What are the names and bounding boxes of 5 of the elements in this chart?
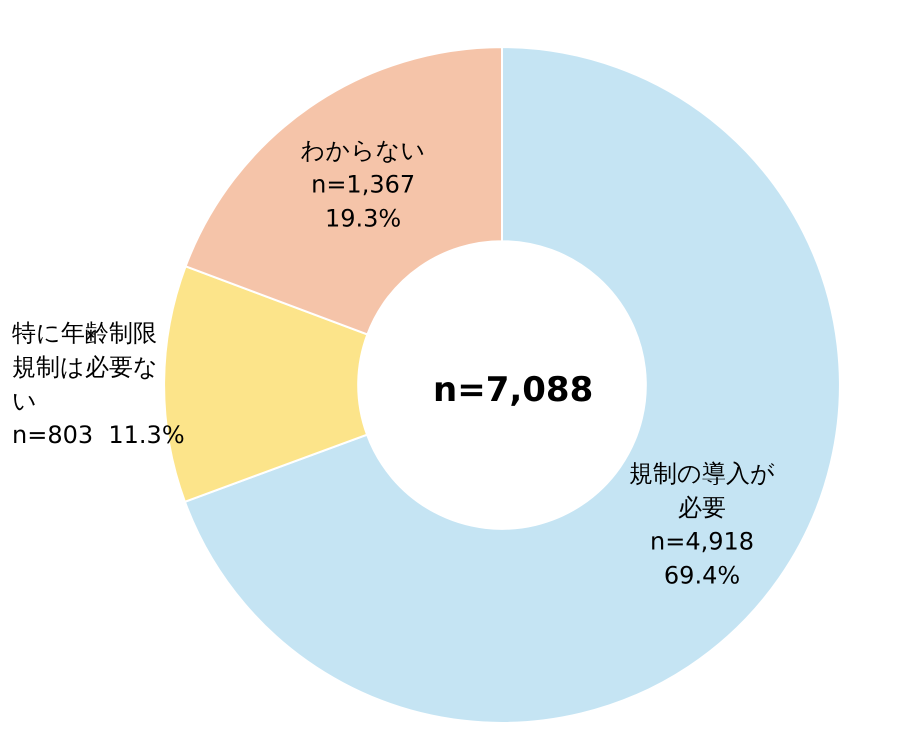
text: n=7,088 <box>433 370 594 410</box>
data-label: n=4,918 69.4% <box>650 528 754 590</box>
slice-label: わからない <box>300 136 426 165</box>
data-label: n=803 11.3% <box>12 420 185 449</box>
data-label: n=1,367 19.3% <box>311 170 416 233</box>
